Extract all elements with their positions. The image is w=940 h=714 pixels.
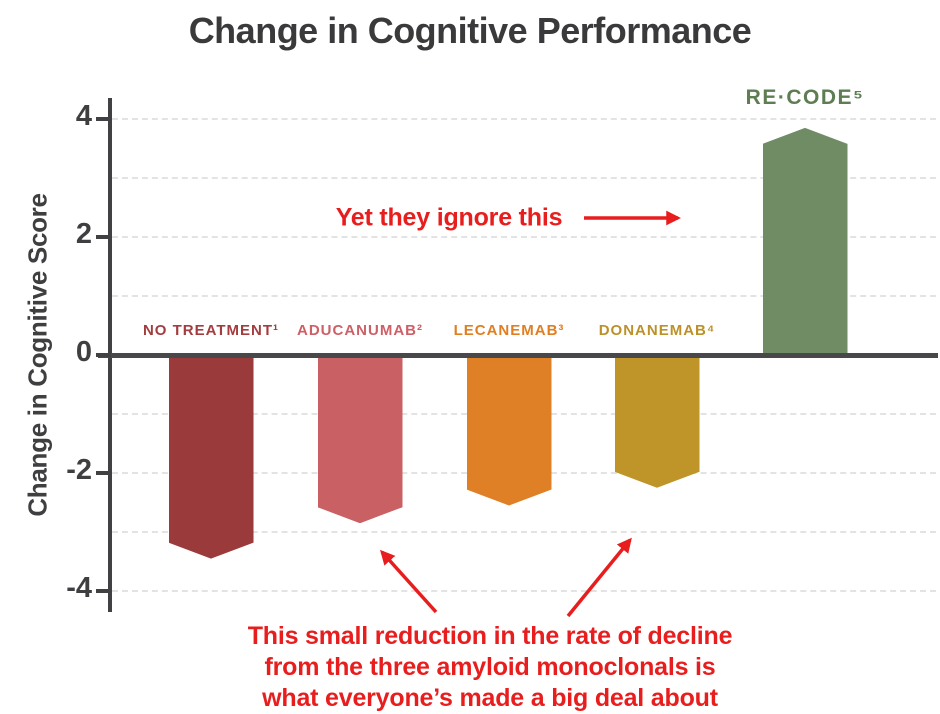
y-axis-tick-4 <box>96 117 111 121</box>
bar-no-treatment <box>169 358 254 559</box>
y-axis-tick--4 <box>96 589 111 593</box>
bar-re-code <box>762 127 848 353</box>
y-axis-tick-label--2: -2 <box>66 454 92 486</box>
y-axis-tick-2 <box>96 235 111 239</box>
red-arrow-to-donanemab-bar <box>566 537 632 618</box>
y-axis-tick-label--4: -4 <box>66 572 92 604</box>
y-axis-tick-label-4: 4 <box>75 100 92 132</box>
gridline-y-3 <box>112 177 936 179</box>
y-axis-tick--2 <box>96 471 111 475</box>
bar-label-aducanumab: ADUCANUMAB² <box>297 322 423 339</box>
bar-label-donanemab: DONANEMAB⁴ <box>598 322 716 339</box>
gridline-y-4 <box>112 118 936 120</box>
bar-label-no-treatment: NO TREATMENT¹ <box>142 322 280 339</box>
y-axis-tick-0 <box>96 353 111 357</box>
bar-aducanumab <box>318 358 403 523</box>
bar-donanemab <box>615 358 700 488</box>
annotation-bottom-line-1: This small reduction in the rate of decl… <box>247 622 733 650</box>
bar-label-lecanemab: LECANEMAB³ <box>453 322 565 339</box>
gridline-y-2 <box>112 236 936 238</box>
bar-lecanemab <box>467 358 552 506</box>
gridline-y--4 <box>112 590 936 592</box>
y-axis-tick-label-2: 2 <box>75 218 92 250</box>
gridline-y--3 <box>112 531 936 533</box>
bar-label-re-code: RE·CODE⁵ <box>745 86 865 109</box>
y-axis-tick-label-0: 0 <box>75 336 92 368</box>
x-axis-zero-line <box>98 353 938 358</box>
annotation-bottom-text: This small reduction in the rate of decl… <box>248 621 733 714</box>
annotation-bottom-line-3: what everyone’s made a big deal about <box>262 684 718 712</box>
annotation-yet-they-ignore-this: Yet they ignore this <box>335 203 563 232</box>
chart-title: Change in Cognitive Performance <box>188 10 752 51</box>
gridline-y-1 <box>112 295 936 297</box>
annotation-bottom-line-2: from the three amyloid monoclonals is <box>264 653 716 681</box>
red-arrow-to-aducanumab-bar <box>380 549 438 614</box>
